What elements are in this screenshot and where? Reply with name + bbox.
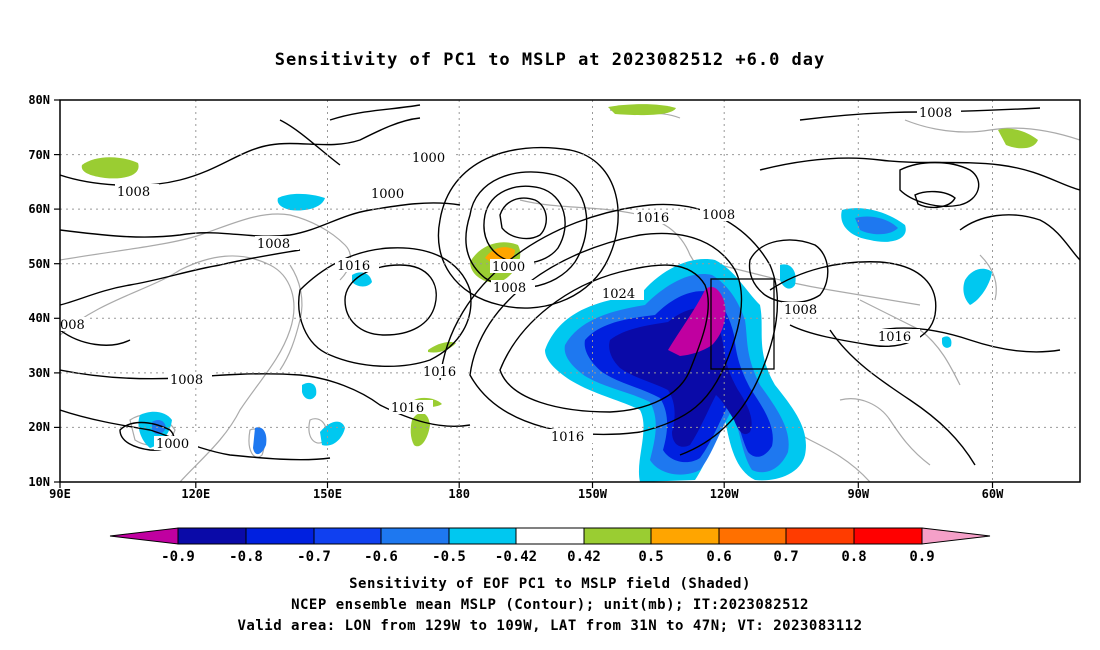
colorbar-bin — [650, 527, 720, 545]
colorbar-bin — [785, 527, 855, 545]
mslp-contours — [60, 104, 1080, 466]
colorbar-bin — [177, 527, 247, 545]
colorbar-bin — [583, 527, 652, 545]
colorbar-bin — [448, 527, 517, 545]
lat-label: 40N — [28, 311, 50, 325]
colorbar-cap-high — [921, 527, 991, 545]
colorbar-label: -0.7 — [297, 549, 331, 565]
contour-label: 1008 — [493, 281, 526, 296]
colorbar-bin — [718, 527, 787, 545]
contour-label: 1008 — [784, 303, 817, 318]
caption-line-3: Valid area: LON from 129W to 109W, LAT f… — [237, 618, 863, 634]
colorbar-label: -0.8 — [229, 549, 263, 565]
contour-label: 1008 — [257, 237, 290, 252]
colorbar-bin — [380, 527, 450, 545]
lon-label: 90E — [49, 487, 71, 501]
coastlines — [60, 109, 1080, 482]
lon-label: 150W — [578, 487, 608, 501]
contour-label: 1000 — [492, 260, 525, 275]
contour-label: 1016 — [551, 430, 584, 445]
colorbar-label: -0.42 — [495, 549, 537, 565]
lon-label: 60W — [982, 487, 1004, 501]
colorbar-label: 0.8 — [841, 549, 866, 565]
colorbar-label: 0.7 — [773, 549, 798, 565]
lat-label: 10N — [28, 475, 50, 489]
lat-label: 50N — [28, 257, 50, 271]
contour-label: 1016 — [391, 401, 424, 416]
lat-label: 60N — [28, 202, 50, 216]
contour-label: 1000 — [412, 151, 445, 166]
colorbar-bin — [853, 527, 923, 545]
colorbar-label: 0.6 — [706, 549, 731, 565]
caption-line-2: NCEP ensemble mean MSLP (Contour); unit(… — [291, 597, 809, 613]
contour-label: 1008 — [117, 185, 150, 200]
lat-label: 80N — [28, 93, 50, 107]
contour-label: 008 — [60, 318, 85, 333]
lon-label: 90W — [847, 487, 869, 501]
target-area-box — [710, 278, 775, 370]
map-frame — [59, 99, 1081, 483]
colorbar-bin — [515, 527, 585, 545]
contour-label: 1024 — [602, 287, 635, 302]
caption: Sensitivity of EOF PC1 to MSLP field (Sh… — [0, 574, 1100, 637]
lon-label: 180 — [448, 487, 470, 501]
contour-label: 1016 — [337, 259, 370, 274]
colorbar-cap-low — [109, 527, 179, 545]
graticule — [60, 100, 1080, 482]
lon-label: 120E — [181, 487, 210, 501]
lat-label: 30N — [28, 366, 50, 380]
contour-label: 1016 — [636, 211, 669, 226]
colorbar-bin — [245, 527, 315, 545]
contour-label: 1000 — [371, 187, 404, 202]
colorbar-bin — [313, 527, 382, 545]
contour-label: 1000 — [156, 437, 189, 452]
colorbar-label: -0.6 — [364, 549, 398, 565]
lat-label: 20N — [28, 420, 50, 434]
caption-line-1: Sensitivity of EOF PC1 to MSLP field (Sh… — [349, 576, 751, 592]
map-panel: 1000 1000 1000 1008 1008 1008 1008 1008 … — [60, 100, 1080, 482]
colorbar-label: -0.9 — [161, 549, 195, 565]
lat-label: 70N — [28, 148, 50, 162]
colorbar — [109, 527, 991, 545]
contour-label: 1016 — [878, 330, 911, 345]
lon-label: 150E — [313, 487, 342, 501]
colorbar-label: 0.9 — [909, 549, 934, 565]
lon-label: 120W — [710, 487, 740, 501]
contour-label: 1008 — [170, 373, 203, 388]
colorbar-label: 0.42 — [567, 549, 601, 565]
contour-label: 1008 — [919, 106, 952, 121]
contour-label: 1016 — [423, 365, 456, 380]
axis-ticks — [54, 99, 994, 488]
colorbar-label: -0.5 — [432, 549, 466, 565]
colorbar-label: 0.5 — [638, 549, 663, 565]
contour-label: 1008 — [702, 208, 735, 223]
figure-title: Sensitivity of PC1 to MSLP at 2023082512… — [274, 50, 826, 70]
